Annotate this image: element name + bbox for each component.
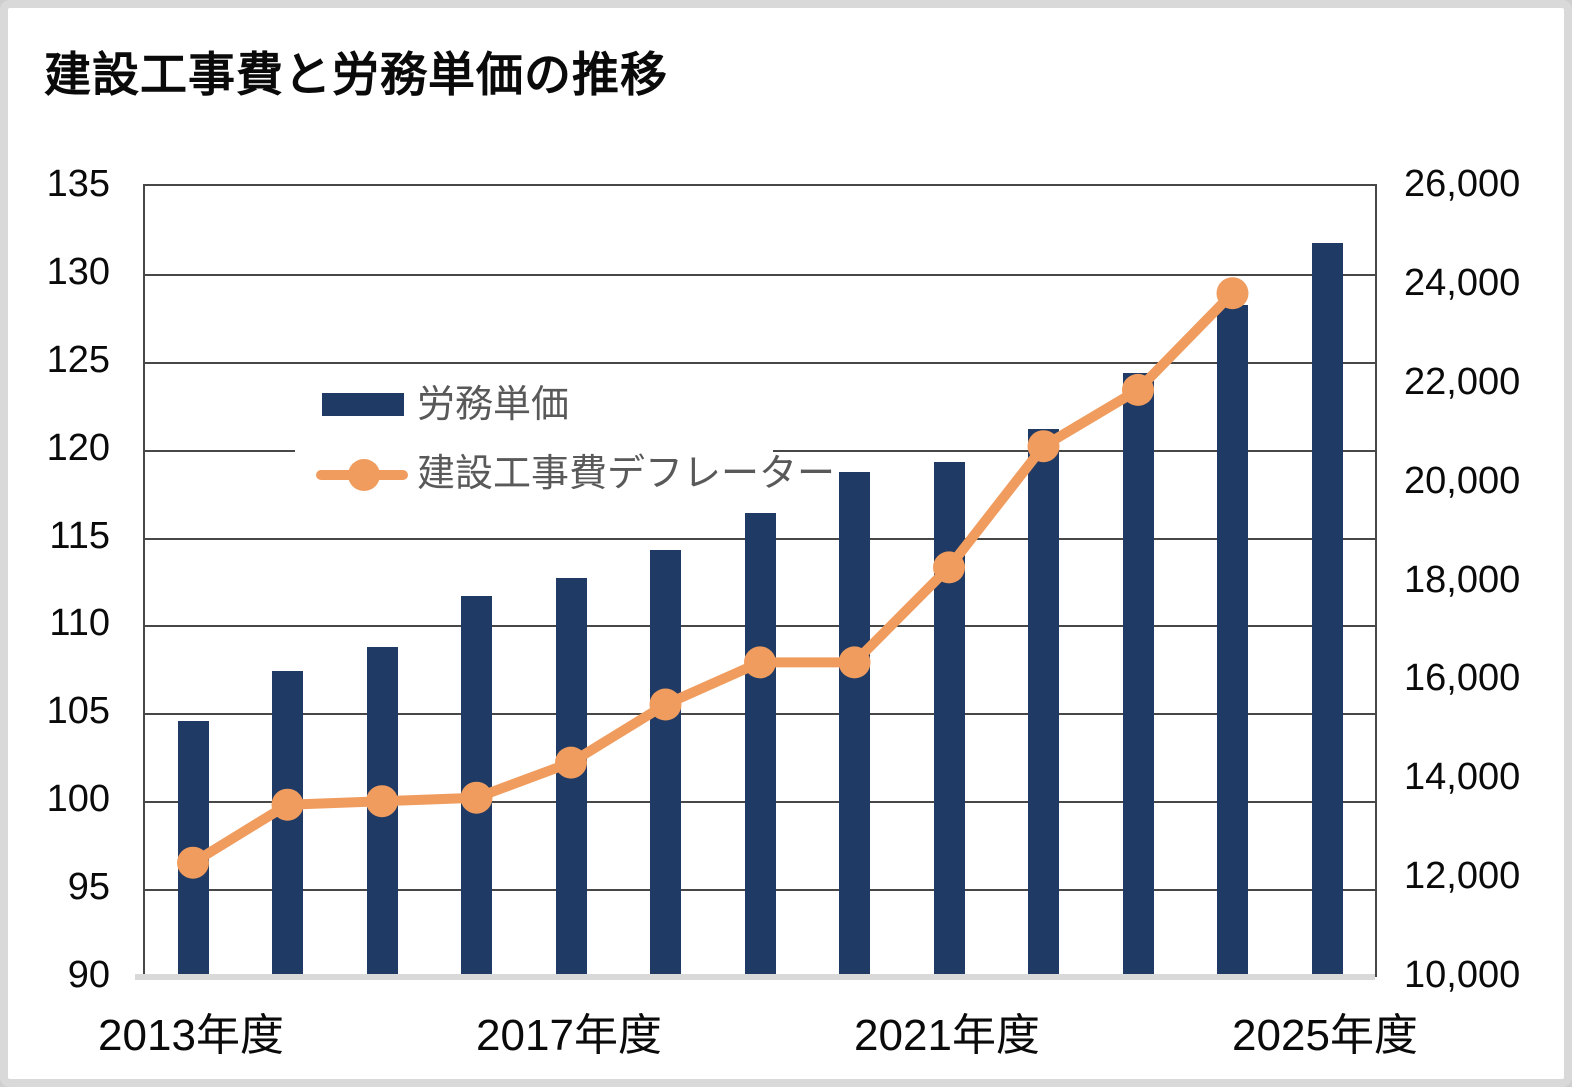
line-marker-icon [649,688,682,721]
left-axis-tick: 135 [46,163,110,205]
x-axis-tick: 2021年度 [854,1011,1040,1060]
line-series [177,277,1249,879]
bar-2022年度 [1028,429,1059,977]
right-axis-tick: 18,000 [1404,558,1521,601]
right-axis-tick: 16,000 [1404,657,1521,700]
line-marker-icon [1027,430,1060,463]
bar-2019年度 [744,512,776,977]
x-axis-line [135,974,1375,980]
left-axis-tick: 105 [46,690,110,733]
chart-title: 建設工事費と労務単価の推移 [44,48,668,101]
line-marker-icon [271,788,304,821]
line-marker-icon [177,846,209,879]
bar-2018年度 [650,550,681,977]
line-marker-icon [838,646,871,679]
x-axis-tick: 2025年度 [1232,1011,1418,1060]
legend: 労務単価 建設工事費デフレーター [295,376,835,508]
x-axis-tick: 2017年度 [476,1011,662,1060]
line-marker-icon [744,646,776,679]
line-marker-icon [460,781,493,814]
line-marker-icon [933,551,965,584]
bar-2023年度 [1122,372,1154,977]
right-axis-tick: 20,000 [1404,459,1521,502]
left-axis-tick: 130 [46,250,110,293]
x-axis-tick: 2013年度 [98,1011,284,1060]
left-axis-tick: 100 [46,778,110,821]
line-marker-icon [555,746,587,779]
bar-2025年度 [1311,242,1343,977]
legend-line-label: 建設工事費デフレーター [417,453,836,495]
legend-bar-label: 労務単価 [417,384,570,426]
left-axis-tick: 125 [46,338,110,381]
right-axis-tick: 14,000 [1404,756,1521,799]
left-axis-tick: 110 [49,602,110,645]
left-axis-tick: 95 [67,866,110,909]
right-axis-tick: 12,000 [1404,855,1521,898]
line-marker-icon [366,785,398,818]
gridline [145,273,1375,276]
left-axis-tick: 90 [67,954,110,996]
gridline [145,361,1375,364]
legend-line-marker-icon [348,459,380,491]
bar-2024年度 [1217,304,1248,977]
line-marker-icon [1122,373,1154,406]
left-axis-tick: 115 [49,514,110,557]
legend-bar-swatch [322,393,404,416]
right-axis-tick: 22,000 [1404,360,1521,403]
right-axis-tick: 26,000 [1404,163,1521,205]
plot-area: 労務単価 建設工事費デフレーター [143,184,1377,977]
right-axis-tick: 24,000 [1404,261,1521,304]
bar-2020年度 [839,472,870,977]
bar-2014年度 [272,671,303,977]
line-marker-icon [1216,277,1249,310]
right-axis-tick: 10,000 [1404,954,1521,996]
left-axis-tick: 120 [46,426,110,469]
